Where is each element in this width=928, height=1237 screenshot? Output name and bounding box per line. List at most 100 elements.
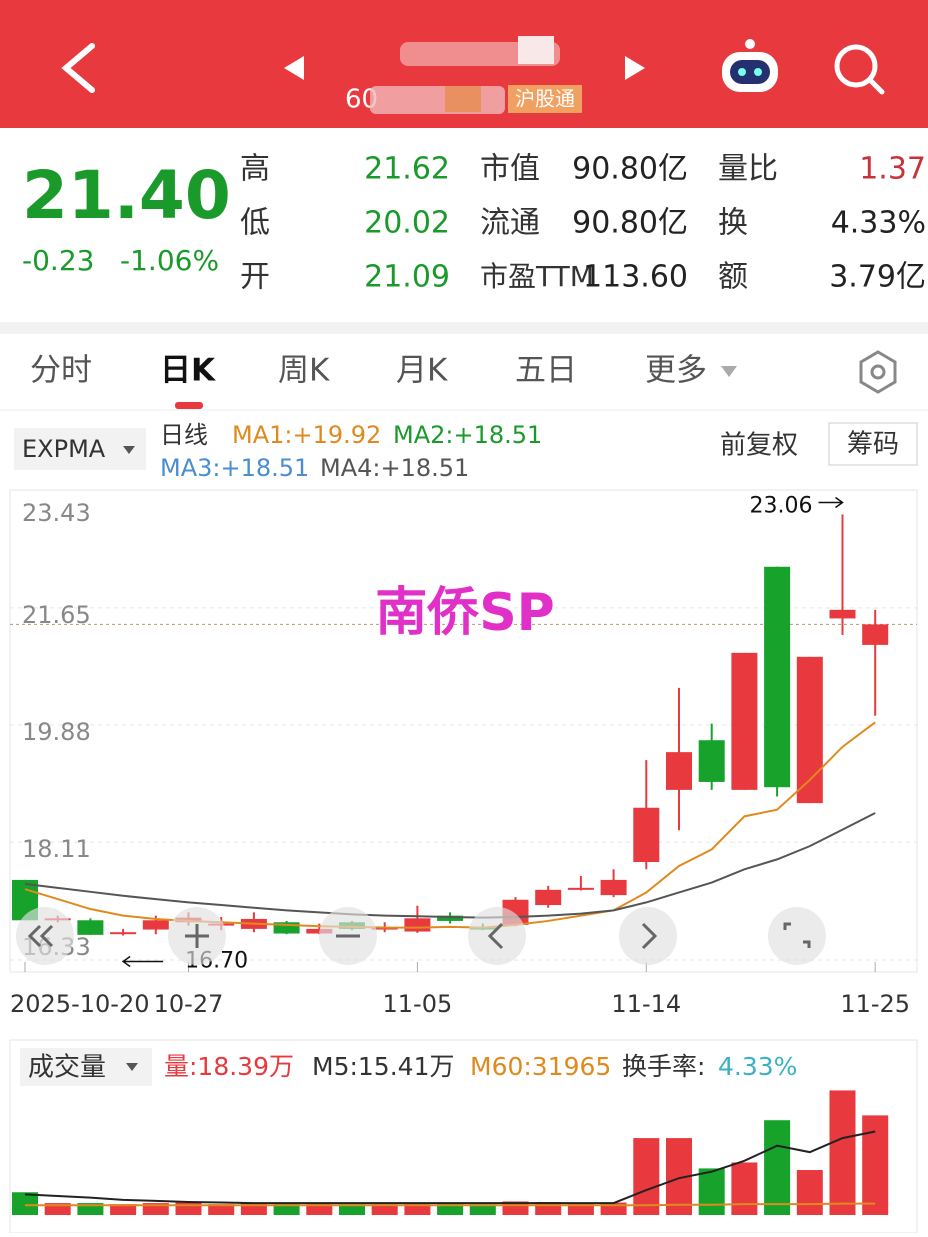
divider [0, 322, 928, 334]
m60: M60:31965 [470, 1052, 611, 1081]
blurred-code [370, 86, 505, 114]
field-value: 20.02 [364, 206, 450, 241]
field-value: 90.80亿 [572, 206, 688, 241]
vol: 量:18.39万 [164, 1052, 294, 1081]
volume-bar [306, 1203, 333, 1215]
field-label: 高 [240, 152, 270, 187]
candle-body [764, 566, 791, 788]
field-value: 21.09 [364, 260, 450, 295]
volume-bar [829, 1090, 856, 1215]
volume-bar [110, 1204, 137, 1215]
x-tick-label: 11-14 [611, 990, 681, 1018]
control-icon [27, 924, 54, 948]
volume-bar [142, 1203, 169, 1215]
candle-body [731, 652, 758, 790]
price: 21.40 [22, 157, 231, 234]
control-icon [641, 922, 658, 950]
candle-body [666, 752, 692, 790]
volume-bar [862, 1115, 889, 1215]
tab[interactable]: 月K [396, 353, 448, 389]
control-icon [185, 924, 209, 948]
x-tick-label: 11-25 [840, 990, 910, 1018]
candle-body [600, 879, 627, 896]
field-value: 3.79亿 [829, 260, 926, 295]
tab[interactable]: 更多 [645, 353, 707, 389]
tab-underline [175, 402, 203, 409]
candle-body [567, 887, 594, 890]
candle-body [306, 928, 333, 934]
volume-bar [371, 1204, 398, 1215]
period: 日线 [160, 421, 208, 449]
blurred-name [518, 36, 554, 64]
field-value: 4.33% [831, 206, 926, 241]
field-label: 换 [718, 206, 748, 241]
dropdown-arrow [123, 446, 135, 454]
watermark: 南侨SP [375, 583, 555, 643]
settings-icon [870, 364, 886, 380]
volume-bar [633, 1138, 660, 1215]
field-label: 流通 [480, 206, 540, 241]
y-tick-label: 23.43 [22, 499, 91, 527]
change: -0.23 [22, 244, 94, 277]
indicator-select[interactable] [14, 428, 146, 470]
change-pct: -1.06% [120, 244, 219, 277]
volume-bar [698, 1168, 725, 1215]
candle-body [633, 807, 660, 863]
next-stock[interactable] [625, 56, 645, 80]
volume-ma-line [25, 1202, 876, 1207]
volume-bar [404, 1203, 431, 1215]
control-icon [783, 922, 811, 948]
chart-control[interactable] [16, 907, 74, 965]
field-label: 量比 [718, 152, 778, 187]
ma-line [24, 812, 876, 919]
chart-control[interactable] [619, 907, 677, 965]
volume-bar [240, 1203, 267, 1215]
candle-body [110, 932, 137, 935]
volume-bar [567, 1203, 594, 1215]
robot-icon[interactable] [722, 39, 778, 92]
candle-body [535, 889, 562, 906]
blurred-code [445, 86, 481, 112]
field-value: 21.62 [364, 152, 450, 187]
field-label: 市盈TTM [480, 260, 594, 293]
chips-button[interactable] [828, 422, 918, 466]
badge-text: 沪股通 [515, 87, 575, 111]
candle-body [437, 915, 464, 921]
volume-bar [764, 1120, 791, 1215]
adjust[interactable]: 前复权 [720, 431, 798, 461]
chart-control[interactable] [468, 907, 526, 965]
y-tick-label: 21.65 [22, 601, 91, 629]
field-label: 开 [240, 260, 270, 295]
field-label: 额 [718, 260, 748, 295]
field-value: 1.37 [859, 152, 926, 187]
volume-bar [12, 1192, 38, 1215]
back-button[interactable] [61, 43, 95, 93]
chart-control[interactable] [768, 907, 826, 965]
turnover-label: 换手率: [622, 1052, 705, 1081]
volume-ma-line [24, 1130, 876, 1205]
m5: M5:15.41万 [312, 1052, 454, 1081]
tab[interactable]: 日K [160, 353, 216, 389]
prev-stock[interactable] [284, 56, 304, 80]
candle-body [698, 740, 725, 782]
volume-bar [731, 1162, 758, 1215]
dropdown-arrow [721, 366, 737, 377]
chart-frame [9, 489, 918, 973]
search-icon[interactable] [834, 44, 885, 95]
volume-bar [796, 1170, 823, 1215]
field-value: 113.60 [583, 260, 688, 295]
tab[interactable]: 分时 [30, 353, 92, 389]
candle-body [273, 922, 300, 934]
tab[interactable]: 周K [278, 353, 330, 389]
candle-body [829, 609, 856, 619]
field-label: 低 [240, 206, 270, 241]
dropdown-arrow [126, 1063, 138, 1071]
tab[interactable]: 五日 [515, 353, 577, 389]
ma4: MA4:+18.51 [320, 454, 469, 482]
settings-icon[interactable] [859, 350, 897, 394]
volume-bar [437, 1203, 464, 1215]
volume-title: 成交量 [28, 1053, 106, 1083]
ma2: MA2:+18.51 [393, 421, 542, 449]
